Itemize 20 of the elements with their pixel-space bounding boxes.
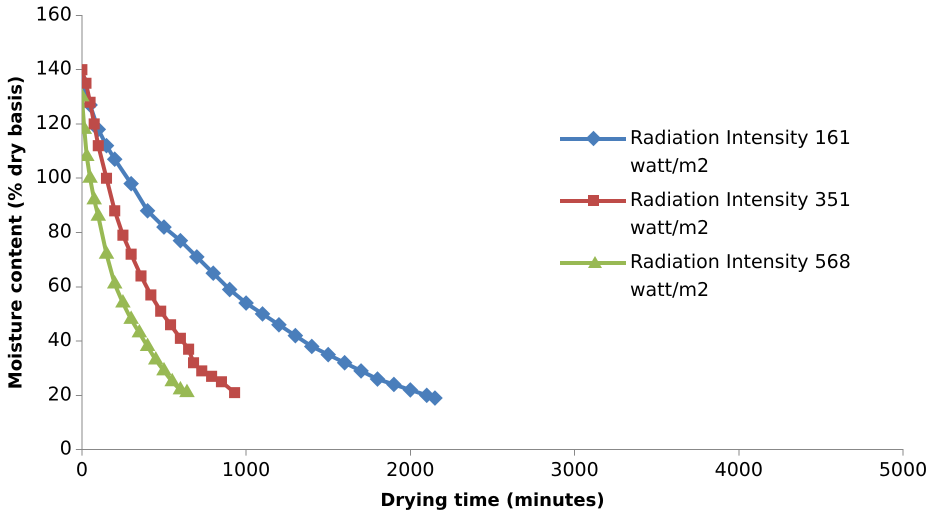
x-tick-label: 0 [76, 458, 88, 481]
y-tick-label: 0 [60, 438, 72, 460]
y-axis-title: Moisture content (% dry basis) [5, 76, 26, 390]
x-tick-label: 2000 [386, 458, 434, 481]
y-tick-label: 140 [36, 58, 72, 80]
x-tick-label: 5000 [878, 458, 928, 481]
y-tick-label: 40 [48, 328, 72, 351]
y-tick-label: 60 [48, 274, 72, 297]
y-tick-label: 100 [36, 166, 72, 188]
legend-label: Radiation Intensity 161 watt/m2 [630, 126, 852, 179]
legend-label: Radiation Intensity 568 watt/m2 [630, 250, 852, 303]
x-axis-title: Drying time (minutes) [380, 490, 605, 511]
y-tick-label: 80 [48, 220, 72, 242]
x-tick-label: 1000 [222, 458, 270, 481]
y-tick-label: 160 [36, 3, 72, 26]
x-tick-label: 4000 [714, 458, 763, 481]
legend-label: Radiation Intensity 351 watt/m2 [630, 188, 852, 241]
x-tick-label: 3000 [550, 458, 599, 481]
y-tick-label: 20 [48, 383, 72, 406]
y-tick-label: 120 [36, 112, 72, 134]
